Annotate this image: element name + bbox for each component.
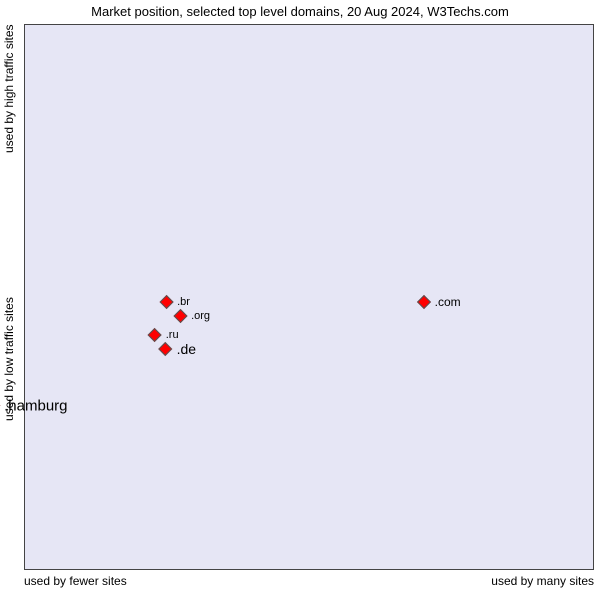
plot-area: .com.br.org.ru.de.hamburg <box>24 24 594 570</box>
data-point-label: .org <box>191 310 210 322</box>
data-point-label: .com <box>435 295 461 309</box>
diamond-marker-icon <box>159 342 173 356</box>
data-point: .de <box>161 341 196 357</box>
diamond-marker-icon <box>159 295 173 309</box>
y-axis-label-upper: used by high traffic sites <box>2 24 16 297</box>
chart-title: Market position, selected top level doma… <box>0 4 600 19</box>
diamond-marker-icon <box>417 295 431 309</box>
data-point: .br <box>161 296 190 308</box>
data-point: .ru <box>150 329 179 341</box>
y-axis-label-lower: used by low traffic sites <box>2 297 16 570</box>
x-axis-label-right: used by many sites <box>491 574 594 588</box>
data-point-label: .ru <box>166 329 179 341</box>
data-point: .com <box>419 295 461 309</box>
market-position-chart: Market position, selected top level doma… <box>0 0 600 600</box>
data-point-label: .hamburg <box>4 397 67 414</box>
diamond-marker-icon <box>173 309 187 323</box>
data-point: .hamburg <box>0 397 68 414</box>
x-axis-label-left: used by fewer sites <box>24 574 127 588</box>
data-point-label: .br <box>177 296 190 308</box>
data-point-label: .de <box>177 341 196 357</box>
data-point: .org <box>175 310 210 322</box>
